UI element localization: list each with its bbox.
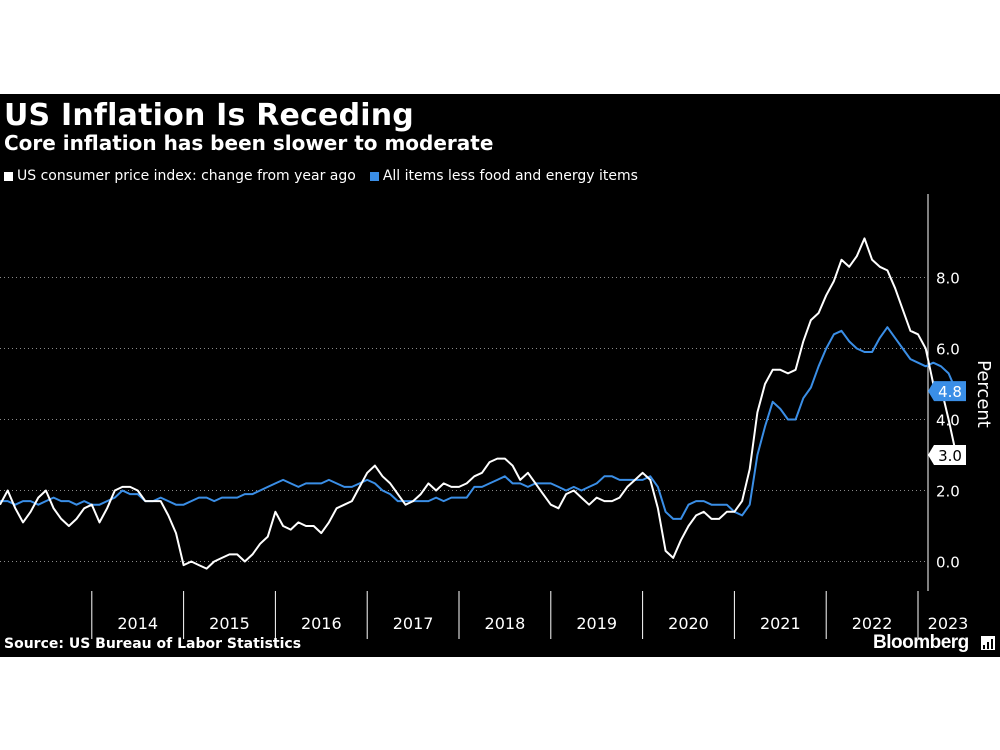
y-tick-label: 2.0 [936, 483, 960, 501]
legend-item-core: All items less food and energy items [369, 168, 638, 184]
legend-swatch-cpi [4, 171, 13, 181]
x-tick-label: 2019 [576, 614, 617, 633]
end-tag-core [928, 381, 966, 402]
y-axis-title: Percent [973, 360, 994, 428]
legend: US consumer price index: change from yea… [4, 168, 652, 184]
series-line-cpi [0, 237, 958, 570]
y-tick-label: 6.0 [936, 341, 960, 359]
end-tag-cpi [928, 445, 966, 465]
y-tick-label: 8.0 [936, 270, 960, 288]
legend-swatch-core [369, 171, 379, 181]
x-tick-label: 2016 [301, 614, 342, 633]
end-label-core: 4.8 [938, 383, 962, 401]
x-tick-label: 2015 [209, 614, 250, 633]
bloomberg-icon [981, 636, 995, 650]
chart-title: US Inflation Is Receding [4, 98, 414, 133]
x-tick-label: 2022 [852, 614, 893, 633]
legend-item-cpi: US consumer price index: change from yea… [4, 168, 356, 184]
x-tick-label: 2020 [668, 614, 709, 633]
x-tick-label: 2021 [760, 614, 801, 633]
x-tick-label: 2017 [393, 614, 434, 633]
source-note: Source: US Bureau of Labor Statistics [4, 636, 302, 652]
brand-logo: Bloomberg [873, 632, 969, 653]
y-tick-label: 0.0 [936, 554, 960, 572]
end-label-cpi: 3.0 [938, 447, 962, 465]
legend-label-core: All items less food and energy items [382, 168, 638, 184]
x-tick-label: 2014 [117, 614, 158, 633]
legend-label-cpi: US consumer price index: change from yea… [17, 168, 356, 184]
chart-panel [0, 94, 1000, 657]
series-line-core [0, 326, 958, 520]
x-tick-label: 2023 [928, 614, 969, 633]
chart-subtitle: Core inflation has been slower to modera… [4, 131, 494, 155]
x-tick-label: 2018 [485, 614, 526, 633]
